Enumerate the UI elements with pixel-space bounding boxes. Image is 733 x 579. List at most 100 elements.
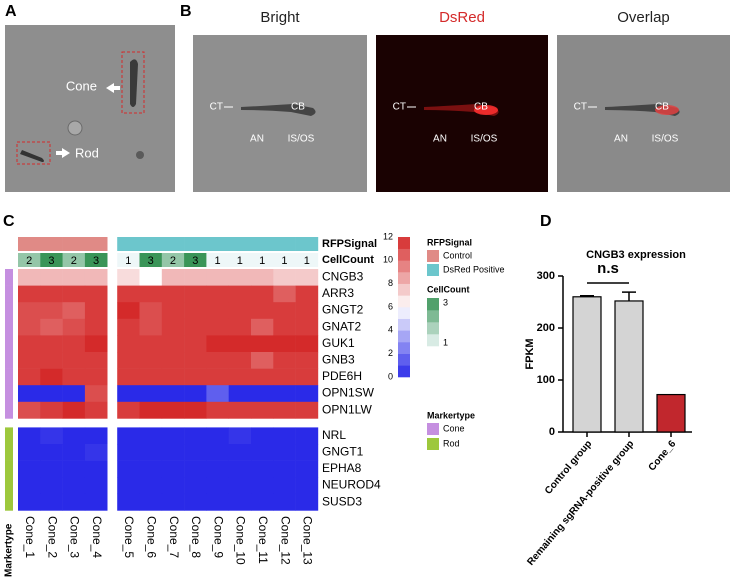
heatmap-cell [184, 335, 207, 353]
heatmap-cell [273, 401, 296, 419]
row-label: NRL [322, 428, 346, 442]
rfp-annotation-cell [251, 237, 274, 251]
image-label: IS/OS [288, 134, 315, 145]
heatmap-cell [206, 318, 229, 336]
panel-letter: D [540, 213, 552, 230]
colorbar-tick-label: 2 [388, 348, 393, 358]
heatmap-cell [62, 269, 86, 286]
legend-gradient [427, 298, 439, 311]
legend-gradient [427, 334, 439, 347]
heatmap-cell [40, 335, 63, 353]
heatmap-cell [273, 444, 296, 461]
cellcount-annotation-cell [206, 253, 229, 267]
annotation-label: Markertype [4, 523, 15, 577]
heatmap-cell [139, 460, 163, 478]
column-label: Cone_4 [90, 516, 104, 558]
rfp-annotation-cell [139, 237, 163, 251]
row-label: ARR3 [322, 286, 354, 300]
cellcount-label: 3 [48, 255, 54, 267]
cellcount-label: 1 [237, 255, 243, 267]
markertype-annotation-cell [5, 385, 13, 403]
column-label: Cone_2 [45, 516, 59, 558]
heatmap-cell [161, 352, 185, 369]
heatmap-cell [161, 427, 185, 445]
heatmap-cell [18, 477, 41, 495]
heatmap-cell [228, 444, 252, 461]
cellcount-label: 1 [259, 255, 265, 267]
cellcount-annotation-cell [139, 253, 163, 267]
panel-letter: B [180, 3, 192, 20]
heatmap-cell [139, 368, 163, 386]
heatmap-cell [139, 401, 163, 419]
image-label: AN [433, 134, 447, 145]
legend-swatch [427, 250, 439, 262]
heatmap-cell [40, 427, 63, 445]
colorbar-block [398, 307, 410, 319]
heatmap-cell [40, 352, 63, 369]
cellcount-label: 1 [281, 255, 287, 267]
column-label: Cone_11 [256, 516, 270, 564]
heatmap-cell [62, 285, 86, 303]
legend-title: CellCount [427, 284, 470, 294]
row-label: CNGB3 [322, 269, 364, 283]
rfp-annotation-cell [273, 237, 296, 251]
heatmap-cell [117, 493, 140, 511]
heatmap-cell [161, 493, 185, 511]
image-label: CT [210, 102, 223, 113]
heatmap-cell [84, 385, 108, 403]
bar [614, 300, 644, 433]
heatmap-cell [206, 352, 229, 369]
heatmap-cell [40, 401, 63, 419]
heatmap-cell [228, 477, 252, 495]
heatmap-cell [184, 302, 207, 320]
colorbar-block [398, 318, 410, 331]
heatmap-cell [40, 385, 63, 403]
markertype-annotation-cell [5, 269, 13, 286]
column-label: Cone_9 [211, 516, 225, 558]
heatmap-cell [40, 318, 63, 336]
heatmap-cell [84, 335, 108, 353]
heatmap-cell [62, 427, 86, 445]
image-label: IS/OS [471, 134, 498, 145]
bar [656, 393, 686, 433]
colorbar-block [398, 237, 410, 249]
markertype-annotation-cell [5, 401, 13, 419]
heatmap-cell [295, 352, 319, 369]
heatmap-cell [117, 477, 140, 495]
heatmap-cell [184, 269, 207, 286]
heatmap-cell [139, 285, 163, 303]
heatmap-cell [62, 352, 86, 369]
colorbar-block [398, 248, 410, 261]
heatmap-cell [295, 477, 319, 495]
heatmap-cell [206, 401, 229, 419]
heatmap-cell [295, 302, 319, 320]
heatmap-cell [40, 444, 63, 461]
legend-swatch [427, 423, 439, 435]
colorbar-block [398, 295, 410, 308]
colorbar-tick-label: 4 [388, 325, 393, 335]
rfp-annotation-cell [62, 237, 86, 251]
heatmap-cell [84, 368, 108, 386]
rfp-annotation-cell [40, 237, 63, 251]
cellcount-annotation-cell [251, 253, 274, 267]
cellcount-label: 1 [304, 255, 310, 267]
heatmap-cell [251, 460, 274, 478]
y-axis-label: FPKM [524, 338, 536, 369]
heatmap-cell [184, 477, 207, 495]
heatmap-cell [139, 427, 163, 445]
heatmap-cell [84, 285, 108, 303]
column-label: Cone_12 [278, 516, 292, 565]
colorbar-tick-label: 0 [388, 371, 393, 381]
legend-title: RFPSignal [427, 237, 472, 247]
rfp-annotation-cell [206, 237, 229, 251]
heatmap-cell [40, 460, 63, 478]
y-tick-label: 0 [549, 426, 555, 438]
column-label: Cone_10 [234, 516, 248, 565]
heatmap-cell [161, 302, 185, 320]
heatmap-cell [251, 285, 274, 303]
image-title: DsRed [439, 9, 485, 26]
heatmap-cell [251, 302, 274, 320]
rfp-annotation-cell [84, 237, 108, 251]
heatmap-cell [251, 493, 274, 511]
legend-swatch [427, 438, 439, 450]
